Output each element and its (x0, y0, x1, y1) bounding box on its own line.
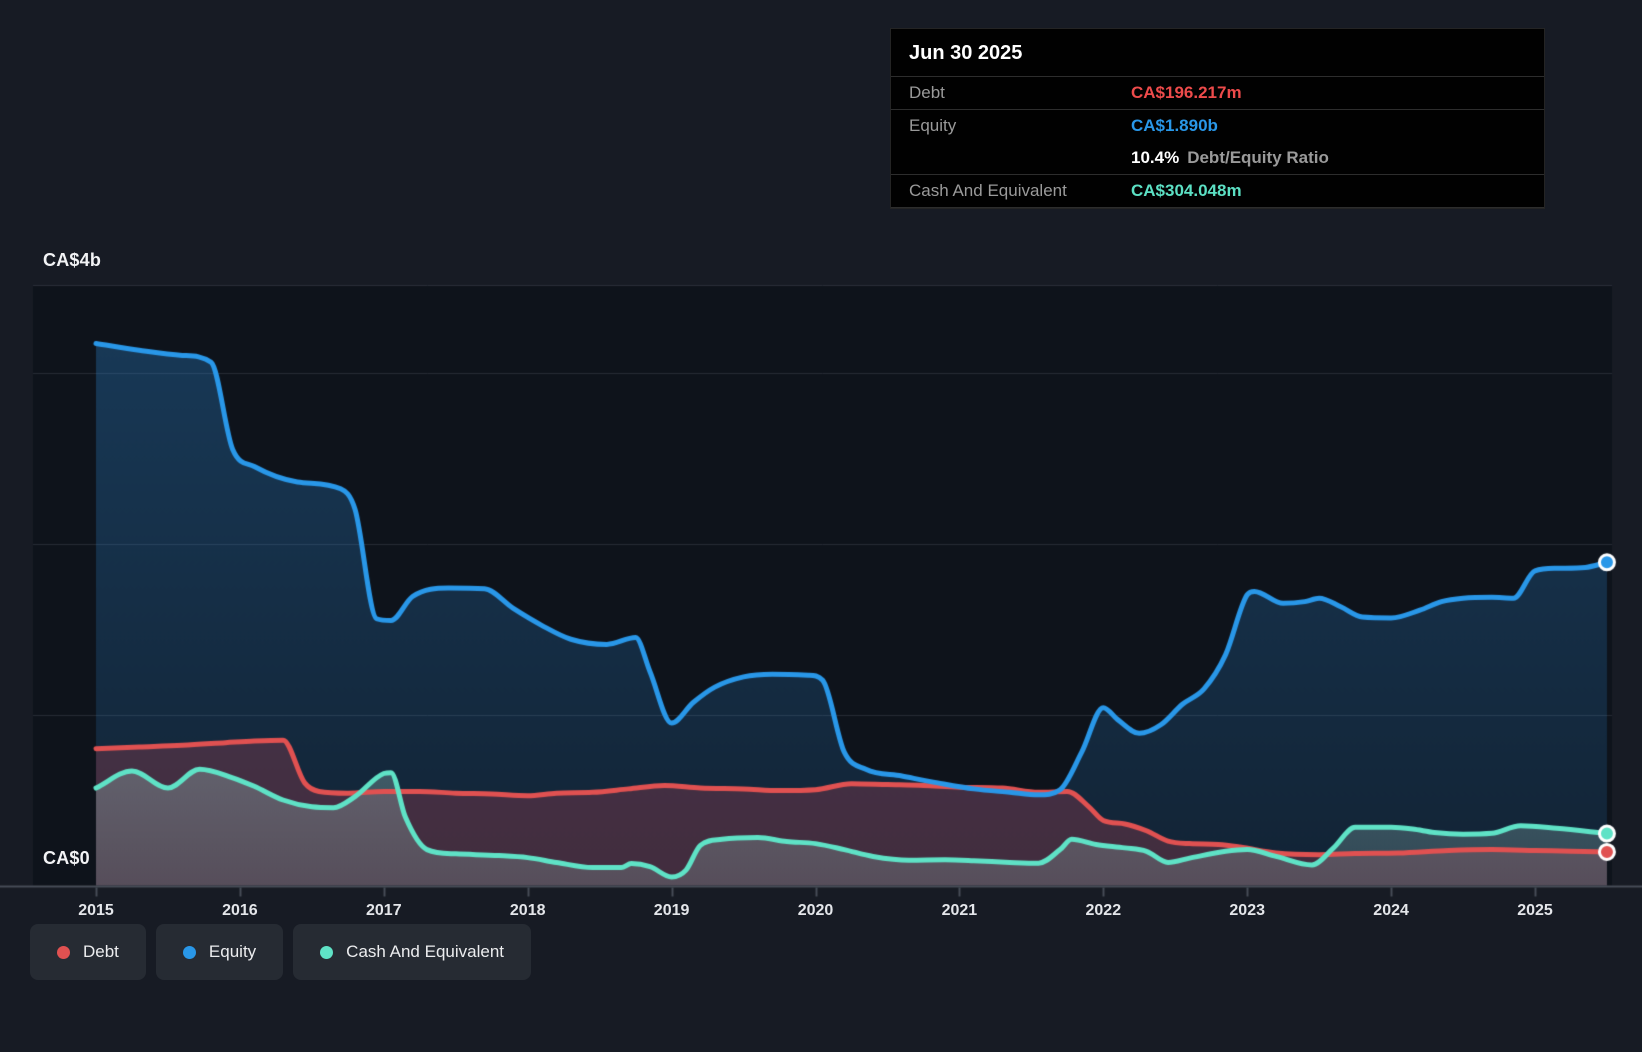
hover-tooltip: Jun 30 2025 Debt CA$196.217m Equity CA$1… (890, 28, 1545, 209)
tooltip-debt-label: Debt (909, 83, 945, 102)
tooltip-ratio-label: Debt/Equity Ratio (1187, 148, 1329, 167)
legend-cash-label: Cash And Equivalent (346, 942, 505, 961)
x-tick-2021: 2021 (941, 902, 978, 919)
x-tick-2023: 2023 (1229, 902, 1265, 919)
tooltip-row-debt: Debt CA$196.217m (891, 77, 1544, 109)
legend-debt-label: Debt (83, 942, 119, 961)
equity-dot-icon (182, 945, 196, 959)
tooltip-debt-value: CA$196.217m (1131, 83, 1242, 102)
legend-item-debt[interactable]: Debt (30, 924, 146, 980)
x-tick-2019: 2019 (653, 902, 690, 919)
x-tick-2022: 2022 (1085, 902, 1122, 919)
x-tick-2016: 2016 (222, 902, 258, 919)
x-tick-2025: 2025 (1517, 902, 1553, 919)
tooltip-row-ratio: 10.4% Debt/Equity Ratio (891, 142, 1544, 174)
tooltip-equity-value: CA$1.890b (1131, 116, 1218, 135)
x-tick-2018: 2018 (509, 902, 546, 919)
cash-dot-icon (320, 945, 334, 959)
x-tick-2024: 2024 (1373, 902, 1409, 919)
x-tick-2020: 2020 (797, 902, 834, 919)
legend-equity-label: Equity (208, 942, 257, 961)
legend-item-equity[interactable]: Equity (155, 924, 284, 980)
y-axis-zero-label: CA$0 (43, 848, 90, 868)
debt-dot-icon (57, 945, 70, 959)
tooltip-date: Jun 30 2025 (891, 29, 1544, 77)
tooltip-row-equity: Equity CA$1.890b (891, 109, 1544, 142)
tooltip-cash-label: Cash And Equivalent (909, 181, 1067, 200)
tooltip-row-cash: Cash And Equivalent CA$304.048m (891, 174, 1544, 208)
tooltip-ratio-value: 10.4% (1131, 148, 1180, 167)
chart-legend: Debt Equity Cash And Equivalent (30, 924, 532, 980)
tooltip-cash-value: CA$304.048m (1131, 181, 1242, 200)
legend-item-cash[interactable]: Cash And Equivalent (293, 924, 532, 980)
y-axis-max-label: CA$4b (43, 250, 102, 270)
x-tick-2017: 2017 (366, 902, 402, 919)
tooltip-equity-label: Equity (909, 116, 957, 135)
x-tick-2015: 2015 (78, 902, 114, 919)
